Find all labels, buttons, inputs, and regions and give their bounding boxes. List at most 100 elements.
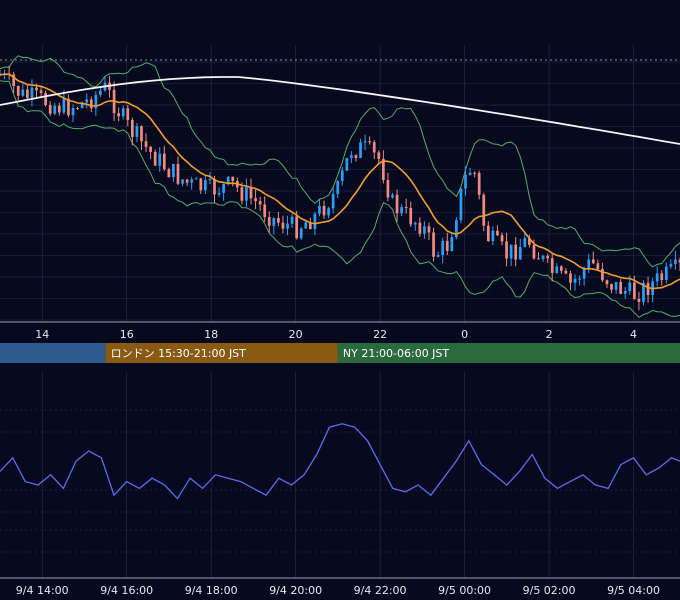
candle-body bbox=[213, 178, 216, 195]
candle-body bbox=[226, 176, 230, 184]
candle-body bbox=[395, 194, 399, 214]
oscillator-x-tick-label: 9/4 22:00 bbox=[354, 584, 407, 597]
candle-body bbox=[450, 237, 454, 251]
candle-body bbox=[199, 178, 203, 191]
bollinger-lower-line bbox=[0, 80, 680, 318]
price-x-tick-label: 22 bbox=[373, 328, 387, 341]
oscillator bbox=[0, 423, 680, 500]
candle-body bbox=[281, 222, 285, 229]
moving-average-long-line bbox=[0, 76, 680, 145]
candle-body bbox=[555, 266, 559, 273]
candle-body bbox=[258, 201, 262, 205]
oscillator-x-tick-label: 9/4 18:00 bbox=[185, 584, 238, 597]
candle-body bbox=[436, 254, 440, 257]
candle-body bbox=[331, 193, 335, 209]
bollinger-bands bbox=[0, 55, 680, 318]
candle-body bbox=[413, 222, 417, 225]
candle-body bbox=[167, 169, 171, 178]
candle-body bbox=[208, 178, 212, 181]
candle-body bbox=[254, 198, 257, 202]
candle-body bbox=[550, 258, 554, 273]
candle-body bbox=[194, 178, 198, 180]
candle-body bbox=[30, 87, 34, 98]
candle-body bbox=[340, 170, 344, 182]
candle-body bbox=[628, 282, 632, 292]
candle-body bbox=[601, 269, 604, 281]
candle-body bbox=[286, 223, 289, 229]
session-label: ロンドン 15:30-21:00 JST bbox=[111, 347, 247, 360]
candle-body bbox=[573, 278, 577, 283]
candle-body bbox=[381, 158, 385, 180]
candle-body bbox=[172, 163, 175, 178]
candle-body bbox=[391, 194, 394, 198]
candle-body bbox=[48, 105, 52, 114]
candle-body bbox=[386, 179, 390, 198]
candle-body bbox=[432, 232, 435, 257]
candle-body bbox=[669, 264, 673, 267]
candle-body bbox=[121, 108, 125, 117]
candle-body bbox=[523, 238, 527, 247]
candle-body bbox=[400, 207, 403, 214]
candle-body bbox=[304, 222, 308, 229]
candle-body bbox=[222, 183, 225, 193]
candle-body bbox=[149, 146, 152, 152]
candle-body bbox=[532, 244, 536, 259]
candle-body bbox=[655, 273, 659, 282]
price-x-tick-label: 14 bbox=[35, 328, 49, 341]
candle-body bbox=[181, 179, 184, 184]
candle-body bbox=[336, 181, 340, 194]
candle-body bbox=[500, 235, 504, 242]
candle-body bbox=[267, 217, 271, 226]
price-x-axis: 14 16 18 20 22 0 2 4 bbox=[35, 328, 637, 341]
candle-body bbox=[578, 278, 581, 280]
price-x-tick-label: 18 bbox=[204, 328, 218, 341]
candle-body bbox=[130, 120, 134, 137]
candle-body bbox=[418, 222, 422, 234]
price-x-tick-label: 16 bbox=[120, 328, 134, 341]
candle-body bbox=[16, 86, 20, 96]
oscillator-x-tick-label: 9/4 20:00 bbox=[269, 584, 322, 597]
candle-body bbox=[441, 241, 445, 255]
candle-body bbox=[290, 216, 294, 224]
moving-average-line bbox=[0, 73, 680, 290]
candle-body bbox=[190, 179, 194, 183]
candle-body bbox=[637, 298, 641, 302]
candle-body bbox=[559, 266, 563, 271]
price-x-tick-label: 2 bbox=[546, 328, 553, 341]
candle-body bbox=[569, 273, 572, 283]
candle-body bbox=[117, 113, 121, 117]
candle-body bbox=[62, 98, 66, 113]
candle-body bbox=[660, 273, 664, 281]
session-label: NY 21:00-06:00 JST bbox=[343, 347, 450, 360]
candle-body bbox=[204, 180, 207, 191]
candle-body bbox=[646, 282, 650, 295]
candle-body bbox=[44, 92, 47, 106]
candle-body bbox=[80, 102, 84, 108]
candle-body bbox=[486, 225, 490, 242]
candle-body bbox=[322, 205, 326, 216]
candle-body bbox=[350, 155, 353, 158]
candle-body bbox=[144, 141, 148, 147]
candle-body bbox=[678, 259, 680, 263]
candle-body bbox=[140, 126, 143, 142]
candle-body bbox=[546, 255, 550, 259]
candle-body bbox=[162, 153, 166, 170]
candle-body bbox=[564, 270, 568, 274]
candle-body bbox=[372, 142, 376, 153]
session-bar: ロンドン 15:30-21:00 JST NY 21:00-06:00 JST bbox=[0, 343, 680, 363]
oscillator-x-axis: 9/4 14:00 9/4 16:00 9/4 18:00 9/4 20:00 9/4 … bbox=[16, 584, 660, 597]
candle-body bbox=[308, 222, 312, 230]
price-x-tick-label: 0 bbox=[461, 328, 468, 341]
candle-body bbox=[464, 175, 467, 189]
candle-body bbox=[158, 153, 162, 166]
candle-body bbox=[327, 208, 330, 216]
candle-body bbox=[313, 213, 317, 230]
candle-body bbox=[153, 151, 157, 166]
price-x-tick-label: 4 bbox=[630, 328, 637, 341]
candle-body bbox=[664, 266, 668, 281]
candle-body bbox=[459, 188, 463, 221]
candle-body bbox=[633, 282, 636, 299]
candle-body bbox=[619, 281, 623, 294]
price-x-tick-label: 20 bbox=[289, 328, 303, 341]
candle-body bbox=[71, 107, 75, 116]
